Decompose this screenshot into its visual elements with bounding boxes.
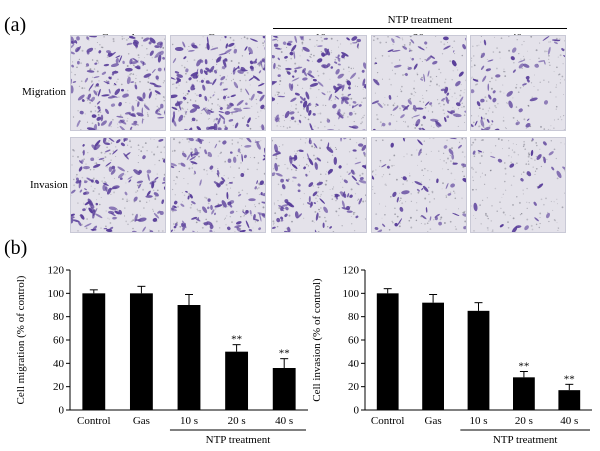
y-tick-label-1-120: 120 — [343, 265, 360, 277]
y-tick-label-1-100: 100 — [343, 288, 360, 300]
y-tick-label-1-60: 60 — [348, 335, 360, 347]
y-tick-label-1-80: 80 — [348, 311, 360, 323]
x-tick-label-1-4: 40 s — [560, 415, 578, 427]
y-tick-label-1-40: 40 — [348, 358, 360, 370]
y-tick-label-0-20: 20 — [53, 381, 65, 393]
row-label-migration: Migration — [22, 86, 66, 98]
micrograph-invasion-3 — [371, 137, 467, 233]
x-tick-label-0-4: 40 s — [275, 415, 293, 427]
x-tick-label-0-0: Control — [77, 415, 111, 427]
x-tick-label-0-1: Gas — [133, 415, 150, 427]
bar-0-1 — [129, 293, 153, 410]
x-tick-label-1-1: Gas — [425, 415, 442, 427]
bar-1-0 — [376, 293, 399, 410]
x-tick-label-1-0: Control — [371, 415, 405, 427]
bar-0-3 — [225, 351, 249, 410]
bar-1-3 — [513, 377, 535, 410]
x-tick-label-0-3: 20 s — [228, 415, 246, 427]
y-tick-label-0-120: 120 — [48, 265, 65, 277]
row-label-invasion: Invasion — [30, 179, 68, 191]
bar-1-1 — [422, 302, 444, 410]
micrograph-migration-0 — [70, 35, 166, 131]
panel-b-letter: (b) — [4, 237, 28, 259]
bar-0-2 — [177, 305, 201, 410]
y-tick-label-0-80: 80 — [53, 311, 65, 323]
micrograph-invasion-4 — [470, 137, 566, 233]
group-label-0: NTP treatment — [206, 434, 271, 446]
panel-a-letter: (a) — [4, 14, 27, 36]
y-tick-label-1-0: 0 — [354, 405, 360, 417]
micrograph-migration-1 — [170, 35, 266, 131]
micrograph-invasion-2 — [271, 137, 367, 233]
y-tick-label-0-100: 100 — [48, 288, 65, 300]
x-tick-label-1-2: 10 s — [469, 415, 487, 427]
group-label-1: NTP treatment — [493, 434, 558, 446]
bar-0-0 — [82, 293, 106, 410]
y-tick-label-1-20: 20 — [348, 381, 360, 393]
bar-0-4 — [272, 368, 296, 410]
y-tick-label-0-40: 40 — [53, 358, 65, 370]
y-tick-label-0-60: 60 — [53, 335, 65, 347]
significance-1-3: ** — [518, 361, 529, 373]
micrograph-migration-3 — [371, 35, 467, 131]
x-tick-label-0-2: 10 s — [180, 415, 198, 427]
ntp-treatment-group-label: NTP treatment — [387, 14, 453, 26]
y-axis-label-1: Cell invasion (% of control) — [311, 278, 323, 402]
micrograph-invasion-1 — [170, 137, 266, 233]
micrograph-migration-2 — [271, 35, 367, 131]
bar-1-4 — [558, 390, 581, 410]
y-tick-label-0-0: 0 — [59, 405, 65, 417]
ntp-treatment-bracket — [273, 28, 567, 29]
micrograph-invasion-0 — [70, 137, 166, 233]
significance-0-3: ** — [231, 334, 242, 346]
micrograph-migration-4 — [470, 35, 566, 131]
significance-0-4: ** — [279, 348, 290, 360]
x-tick-label-1-3: 20 s — [515, 415, 533, 427]
significance-1-4: ** — [564, 373, 575, 385]
y-axis-label-0: Cell migration (% of control) — [15, 275, 27, 404]
bar-1-2 — [467, 310, 490, 410]
